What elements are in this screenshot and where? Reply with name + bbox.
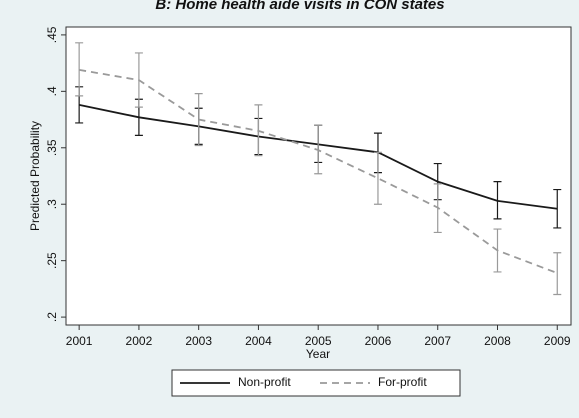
legend-label: Non-profit — [238, 375, 291, 389]
y-tick-label: .25 — [45, 252, 59, 269]
y-axis-label: Predicted Probability — [28, 121, 42, 231]
y-tick-label: .4 — [45, 86, 59, 96]
y-tick-label: .2 — [45, 312, 59, 322]
error-bar — [373, 151, 382, 205]
legend-label: For-profit — [378, 375, 427, 389]
error-bar — [553, 252, 562, 296]
x-tick-label: 2009 — [544, 334, 571, 348]
chart-title: B: Home health aide visits in CON states — [155, 0, 444, 13]
x-tick-label: 2002 — [126, 334, 153, 348]
x-tick-label: 2008 — [484, 334, 511, 348]
x-tick-label: 2003 — [185, 334, 212, 348]
plot-area — [65, 26, 572, 326]
x-tick-label: 2006 — [365, 334, 392, 348]
series-line — [78, 69, 558, 274]
y-tick-label: .3 — [45, 199, 59, 209]
y-tick-label: .45 — [45, 26, 59, 43]
x-axis-label: Year — [306, 347, 330, 361]
x-tick-label: 2007 — [424, 334, 451, 348]
error-bar — [75, 42, 84, 97]
x-tick-label: 2001 — [66, 334, 93, 348]
x-tick-label: 2004 — [245, 334, 272, 348]
y-tick-label: .35 — [45, 139, 59, 156]
x-tick-label: 2005 — [305, 334, 332, 348]
